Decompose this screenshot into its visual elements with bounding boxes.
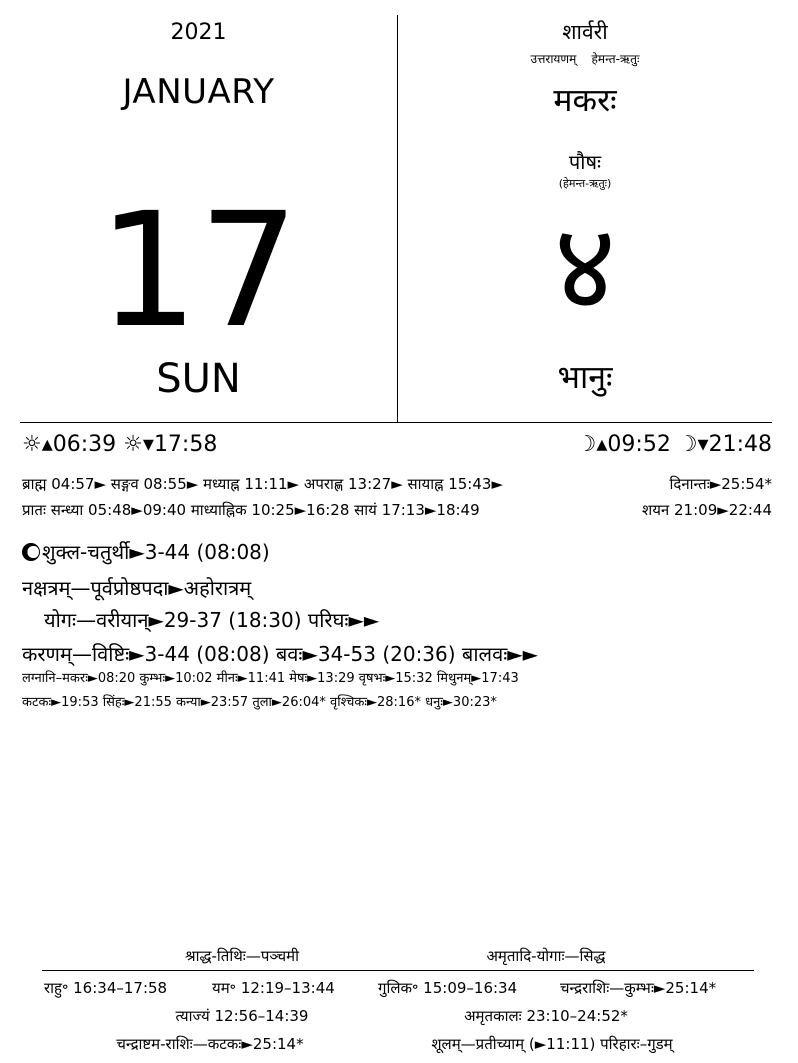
weekday: SUN	[156, 356, 241, 402]
sunrise-time: ☼▴06:39	[22, 432, 117, 457]
nakshatra: नक्षत्रम्—पूर्वप्रोष्ठपदा►अहोरात्रम्	[22, 576, 252, 600]
moonrise-time: ☽▴09:52	[576, 432, 671, 457]
gulika-kala: गुलिक॰ 15:09–16:34	[378, 979, 518, 997]
year: 2021	[170, 20, 227, 45]
sun-moon-row: ☼▴06:39 ☼▾17:58 ☽▴09:52 ☽▾21:48	[22, 432, 772, 457]
header-divider	[20, 422, 772, 423]
tyajya: त्याज्यं 12:56–14:39	[175, 1007, 309, 1025]
samvatsara: शार्वरी	[562, 20, 608, 44]
hindu-date-panel: शार्वरी उत्तरायणम् हेमन्त-ऋतुः मकरः पौषः…	[398, 0, 772, 422]
shula: शूलम्—प्रतीच्याम् (►11:11) परिहारः–गुडम्	[431, 1035, 673, 1053]
sunset-time: ☼▾17:58	[123, 432, 218, 457]
ayana: उत्तरायणम्	[530, 52, 577, 66]
rahu-kala: राहु॰ 16:34–17:58	[44, 979, 168, 997]
column-divider	[397, 15, 398, 422]
english-date-panel: 2021 JANUARY 17 SUN	[0, 0, 397, 422]
month: JANUARY	[122, 72, 275, 112]
amrita-kala: अमृतकालः 23:10–24:52*	[464, 1007, 628, 1025]
lunar-month: पौषः	[568, 150, 602, 174]
day-parts-row-1: ब्राह्म 04:57► सङ्गव 08:55► मध्याह्न 11:…	[22, 474, 772, 494]
sandhya-times: प्रातः सन्ध्या 05:48►09:40 माध्याह्निक 1…	[22, 501, 480, 519]
chandrashtama-rashi: चन्द्राष्टम-राशिः—कटकः►25:14*	[116, 1035, 304, 1053]
shraddha-tithi: श्राद्ध-तिथिः—पञ्चमी	[184, 947, 300, 965]
lagna-line-2: कटकः►19:53 सिंहः►21:55 कन्या►23:57 तुला►…	[22, 695, 497, 710]
tithi-line: शुक्ल-चतुर्थी►3-44 (08:08)	[22, 538, 270, 565]
footer-divider	[42, 970, 754, 971]
yoga: योगः—वरीयान्►29-37 (18:30) परिघः►►	[44, 608, 380, 632]
day-parts-list: ब्राह्म 04:57► सङ्गव 08:55► मध्याह्न 11:…	[22, 475, 503, 493]
solar-rashi: मकरः	[553, 81, 617, 119]
day-number: 17	[97, 179, 300, 363]
moonset-time: ☽▾21:48	[677, 432, 772, 457]
lunar-ritu: (हेमन्त-ऋतुः)	[558, 177, 612, 190]
chandra-rashi: चन्द्रराशिः—कुम्भः►25:14*	[560, 979, 717, 997]
solar-date-glyph: ४	[553, 198, 617, 337]
tithi: शुक्ल-चतुर्थी►3-44 (08:08)	[42, 540, 270, 564]
lagna-line-1: लग्नानि–मकरः►08:20 कुम्भः►10:02 मीनः►11:…	[22, 671, 519, 686]
vasara: भानुः	[557, 358, 613, 396]
ritu: हेमन्त-ऋतुः	[591, 52, 640, 66]
yama-ganda: यम॰ 12:19–13:44	[212, 979, 335, 997]
karana: करणम्—विष्टिः►3-44 (08:08) बवः►34-53 (20…	[22, 642, 539, 666]
ayana-ritu: उत्तरायणम् हेमन्त-ऋतुः	[398, 50, 772, 67]
day-parts-row-2: प्रातः सन्ध्या 05:48►09:40 माध्याह्निक 1…	[22, 500, 772, 520]
shayana-time: शयन 21:09►22:44	[642, 501, 772, 519]
dinanta-time: दिनान्तः►25:54*	[669, 475, 772, 493]
moon-phase-icon	[22, 543, 40, 561]
amritadi-yoga: अमृतादि-योगाः—सिद्ध	[486, 947, 606, 965]
